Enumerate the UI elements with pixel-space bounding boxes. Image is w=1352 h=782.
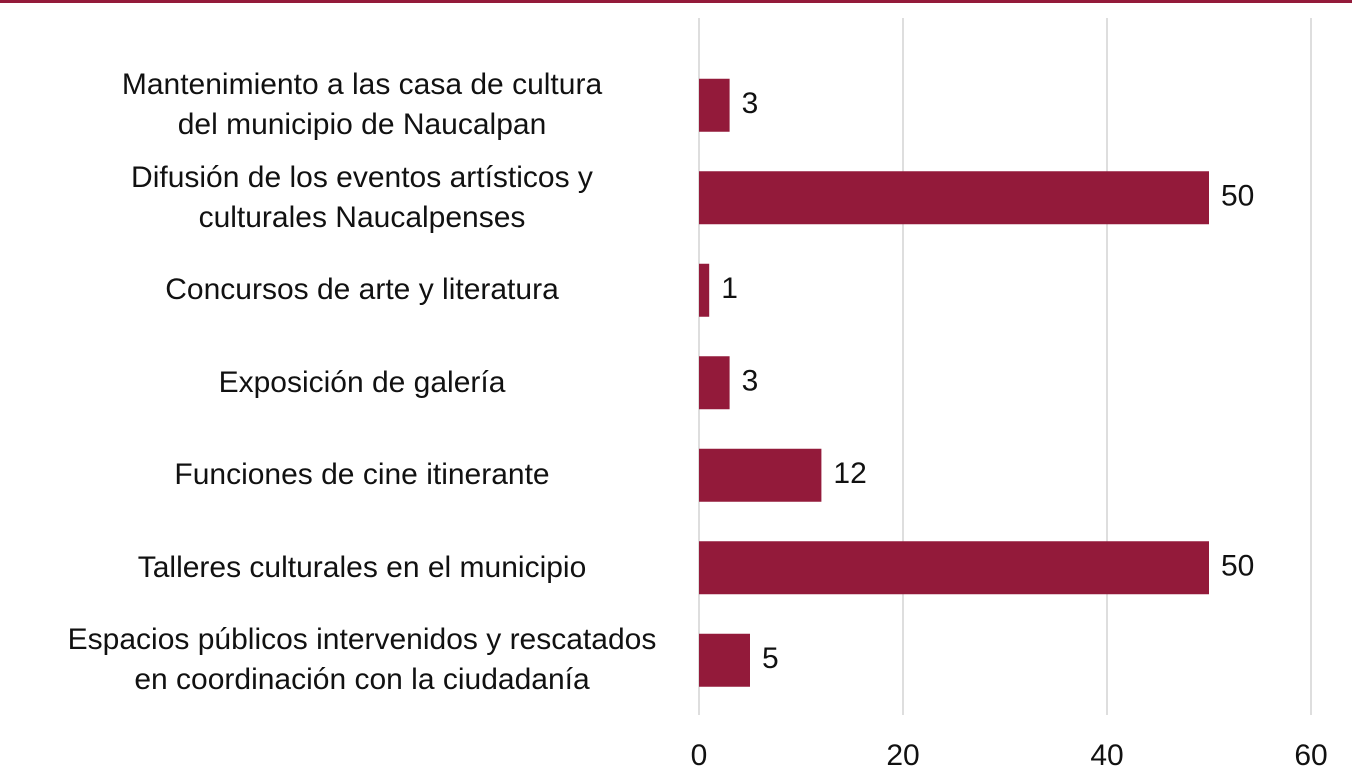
category-label: Difusión de los eventos artísticos y cul…: [131, 160, 593, 234]
category-label: Mantenimiento a las casa de cultura del …: [121, 68, 603, 142]
bar: [699, 448, 822, 502]
x-tick-label: 60: [1294, 739, 1327, 772]
bar: [699, 171, 1209, 225]
x-tick-label: 40: [1090, 739, 1123, 772]
category-label: Espacios públicos intervenidos y rescata…: [67, 623, 657, 697]
bar: [699, 541, 1209, 595]
category-label: Talleres culturales en el municipio: [137, 550, 587, 584]
data-label: 3: [742, 87, 759, 120]
data-label: 50: [1221, 550, 1254, 583]
bar: [699, 633, 750, 687]
category-label: Exposición de galería: [218, 365, 506, 399]
data-label: 5: [762, 642, 779, 675]
data-label: 12: [833, 457, 866, 490]
x-tick-label: 0: [691, 739, 708, 772]
bar: [699, 263, 710, 317]
category-label: Funciones de cine itinerante: [174, 458, 550, 492]
data-label: 3: [742, 365, 759, 398]
bar: [699, 78, 730, 132]
bar: [699, 356, 730, 410]
data-label: 50: [1221, 180, 1254, 213]
top-rule: [0, 0, 1352, 3]
category-label: Concursos de arte y literatura: [165, 273, 559, 307]
data-label: 1: [721, 272, 738, 305]
x-tick-label: 20: [886, 739, 919, 772]
